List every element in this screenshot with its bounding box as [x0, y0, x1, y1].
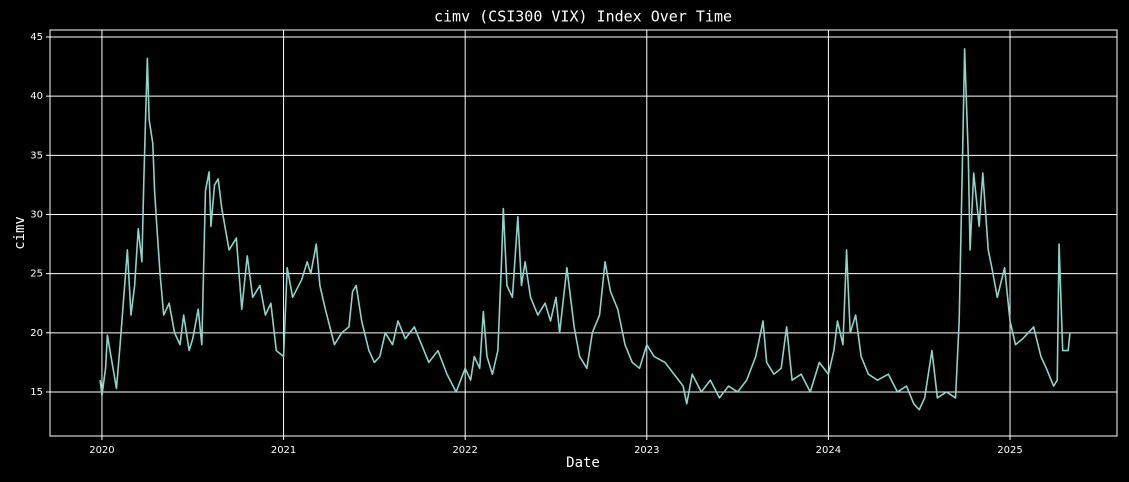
y-tick-label: 15 [30, 387, 43, 398]
y-axis-label: cimv [12, 216, 28, 250]
plot-frame [49, 29, 1118, 437]
x-tick-label: 2025 [997, 445, 1022, 456]
y-tick-label: 25 [30, 269, 43, 280]
chart-title: cimv (CSI300 VIX) Index Over Time [434, 8, 732, 26]
x-axis-label: Date [566, 455, 600, 471]
x-tick-label: 2024 [816, 445, 841, 456]
y-tick-label: 20 [30, 328, 43, 339]
x-tick-label: 2023 [634, 445, 659, 456]
x-tick-label: 2022 [452, 445, 477, 456]
data-line [99, 48, 1071, 411]
y-tick-label: 35 [30, 150, 43, 161]
x-tick-label: 2021 [271, 445, 296, 456]
y-tick-label: 40 [30, 91, 43, 102]
y-tick-label: 45 [30, 32, 43, 43]
x-tick-label: 2020 [89, 445, 114, 456]
y-tick-label: 30 [30, 209, 43, 220]
